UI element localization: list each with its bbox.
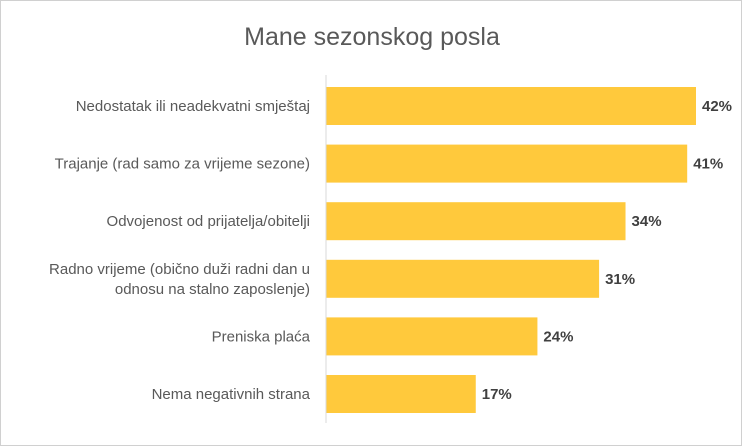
category-label: odnosu na stalno zaposlenje) [115, 281, 310, 298]
data-label: 41% [693, 156, 723, 173]
data-label: 17% [482, 386, 512, 403]
bar [326, 144, 688, 183]
bar [326, 317, 538, 356]
category-label: Trajanje (rad samo za vrijeme sezone) [55, 156, 310, 173]
category-label: Nema negativnih strana [152, 386, 311, 403]
category-label: Nedostatak ili neadekvatni smještaj [76, 98, 310, 115]
data-label: 24% [543, 328, 573, 345]
category-label: Preniska plaća [212, 328, 311, 345]
data-label: 34% [632, 213, 662, 230]
bar [326, 375, 476, 413]
bar [326, 259, 600, 298]
chart-title: Mane sezonskog posla [244, 23, 500, 51]
data-label: 31% [605, 271, 635, 288]
bar [326, 87, 696, 125]
category-label: Odvojenost od prijatelja/obitelji [107, 213, 310, 230]
data-label: 42% [702, 98, 732, 115]
category-label: Radno vrijeme (obično duži radni dan u [49, 261, 310, 278]
bar [326, 202, 626, 241]
